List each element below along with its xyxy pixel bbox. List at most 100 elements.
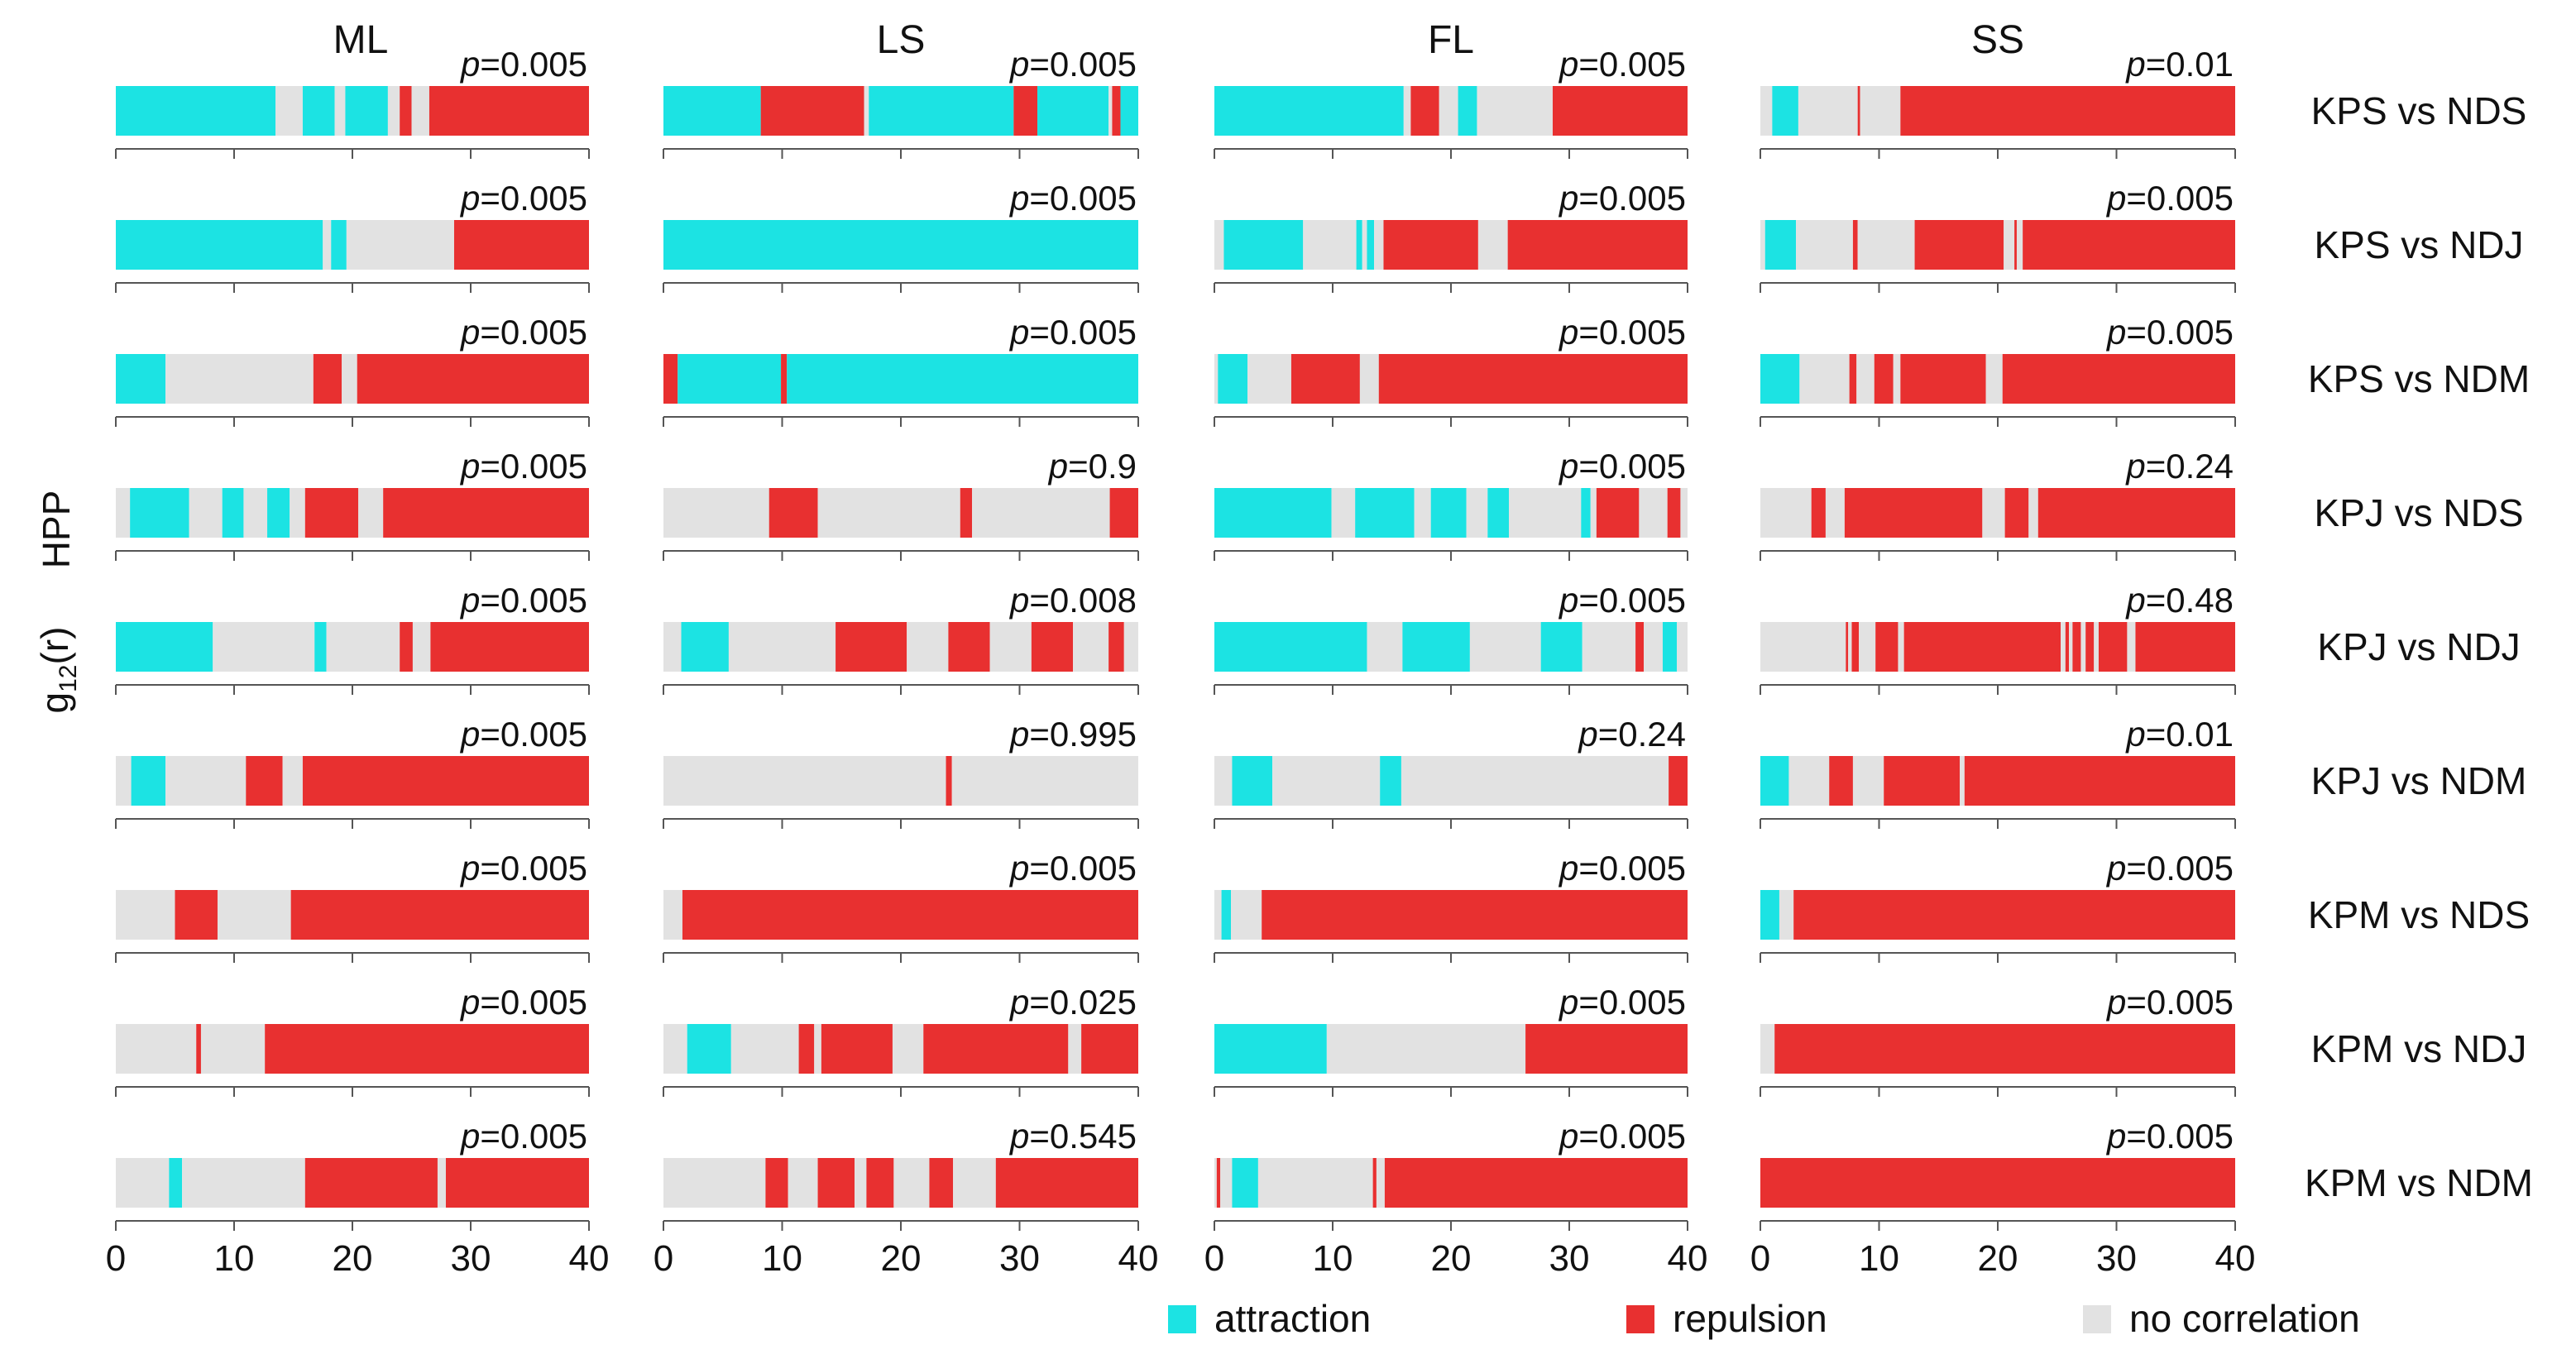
p-value-label: p=0.24	[2124, 447, 2234, 486]
column-title: ML	[333, 18, 389, 62]
segment-no-correlation	[2016, 220, 2023, 270]
segment-repulsion	[1384, 1158, 1688, 1208]
segment-repulsion	[313, 354, 342, 404]
p-symbol: p	[2124, 447, 2145, 486]
p-value-label: p=0.005	[1558, 581, 1686, 620]
segment-no-correlation	[1796, 220, 1853, 270]
segment-attraction	[331, 220, 347, 270]
segment-no-correlation	[116, 1158, 170, 1208]
segment-attraction	[663, 220, 1138, 270]
x-tick-label: 20	[881, 1238, 922, 1279]
segment-repulsion	[1552, 86, 1688, 136]
p-value: =0.005	[480, 983, 587, 1022]
p-symbol: p	[1008, 313, 1029, 352]
legend-item-attraction: attraction	[1168, 1297, 1371, 1340]
segment-no-correlation	[1677, 622, 1688, 672]
segment-attraction	[1760, 354, 1800, 404]
segment-no-correlation	[951, 756, 1138, 806]
p-symbol: p	[1008, 581, 1029, 620]
segment-repulsion	[866, 1158, 894, 1208]
segment-no-correlation	[116, 488, 131, 538]
p-symbol: p	[459, 983, 480, 1022]
segment-no-correlation	[412, 622, 431, 672]
segment-repulsion	[1596, 488, 1640, 538]
segment-repulsion	[246, 756, 283, 806]
segment-no-correlation	[663, 756, 946, 806]
segment-repulsion	[923, 1024, 1069, 1074]
p-value-label: p=0.545	[1008, 1117, 1137, 1156]
segment-repulsion	[1109, 488, 1138, 538]
segment-no-correlation	[165, 756, 247, 806]
p-value: =0.005	[1029, 313, 1137, 352]
segment-no-correlation	[1985, 354, 2003, 404]
segment-no-correlation	[663, 488, 769, 538]
segment-no-correlation	[2080, 622, 2086, 672]
strip-panel: p=0.005	[1214, 983, 1688, 1097]
segment-attraction	[663, 86, 761, 136]
segment-repulsion	[946, 756, 952, 806]
segment-no-correlation	[1123, 622, 1138, 672]
p-value-label: p=0.005	[459, 447, 587, 486]
segment-repulsion	[1760, 1158, 2235, 1208]
segment-no-correlation	[1272, 756, 1381, 806]
legend-label-repulsion: repulsion	[1673, 1297, 1827, 1340]
legend-swatch-repulsion	[1626, 1305, 1654, 1333]
segment-no-correlation	[243, 488, 268, 538]
segment-no-correlation	[2127, 622, 2136, 672]
segment-no-correlation	[1582, 622, 1636, 672]
y-axis-label-g12: g12(r)	[33, 627, 82, 714]
segment-no-correlation	[1401, 756, 1669, 806]
p-value-label: p=0.005	[1558, 983, 1686, 1022]
strip-panel: p=0.48	[1760, 581, 2236, 695]
p-value: =0.01	[2146, 45, 2234, 84]
segment-no-correlation	[1960, 756, 1965, 806]
segment-no-correlation	[1231, 890, 1262, 940]
p-value: =0.005	[1029, 45, 1137, 84]
segment-attraction	[1367, 220, 1375, 270]
segment-no-correlation	[2069, 622, 2073, 672]
x-tick-label: 10	[214, 1238, 255, 1279]
p-symbol: p	[1008, 849, 1029, 888]
strip-panel: p=0.01	[1760, 45, 2236, 159]
row-label: KPM vs NDJ	[2311, 1027, 2527, 1070]
x-tick-label: 40	[1118, 1238, 1159, 1279]
segment-repulsion	[760, 86, 864, 136]
segment-no-correlation	[1326, 1024, 1526, 1074]
row-label: KPJ vs NDM	[2311, 759, 2527, 802]
segment-no-correlation	[1760, 220, 1765, 270]
strip-panel: p=0.005	[1214, 581, 1688, 695]
row-label: KPJ vs NDS	[2314, 491, 2523, 534]
p-value-label: p=0.005	[459, 1117, 587, 1156]
strip-panel: p=0.005	[115, 849, 590, 963]
segment-attraction	[131, 756, 166, 806]
p-value-label: p=0.01	[2124, 45, 2234, 84]
segment-repulsion	[1262, 890, 1688, 940]
segment-no-correlation	[1760, 622, 1846, 672]
segment-repulsion	[1031, 622, 1074, 672]
segment-repulsion	[1383, 220, 1478, 270]
segment-repulsion	[290, 890, 589, 940]
row-label: KPS vs NDM	[2308, 357, 2530, 400]
segment-attraction	[1355, 488, 1415, 538]
p-value-label: p=0.01	[2124, 715, 2234, 754]
strip-panel: p=0.005	[115, 313, 590, 427]
segment-no-correlation	[2028, 488, 2038, 538]
strip-panel: p=0.005	[1760, 1117, 2236, 1231]
segment-no-correlation	[788, 1158, 818, 1208]
p-value-label: p=0.005	[459, 715, 587, 754]
segment-attraction	[687, 1024, 731, 1074]
segment-repulsion	[1667, 488, 1681, 538]
segment-no-correlation	[663, 1158, 766, 1208]
p-symbol: p	[459, 179, 480, 218]
segment-repulsion	[798, 1024, 815, 1074]
segment-no-correlation	[2061, 622, 2066, 672]
segment-no-correlation	[1376, 1158, 1385, 1208]
segment-repulsion	[1900, 86, 2235, 136]
strip-panel: p=0.005	[115, 179, 590, 293]
p-value-label: p=0.005	[459, 983, 587, 1022]
p-value: =0.005	[480, 45, 587, 84]
p-symbol: p	[2105, 313, 2126, 352]
segment-no-correlation	[1852, 756, 1884, 806]
p-value-label: p=0.005	[1008, 179, 1137, 218]
y-label-subscript: 12	[55, 665, 82, 692]
